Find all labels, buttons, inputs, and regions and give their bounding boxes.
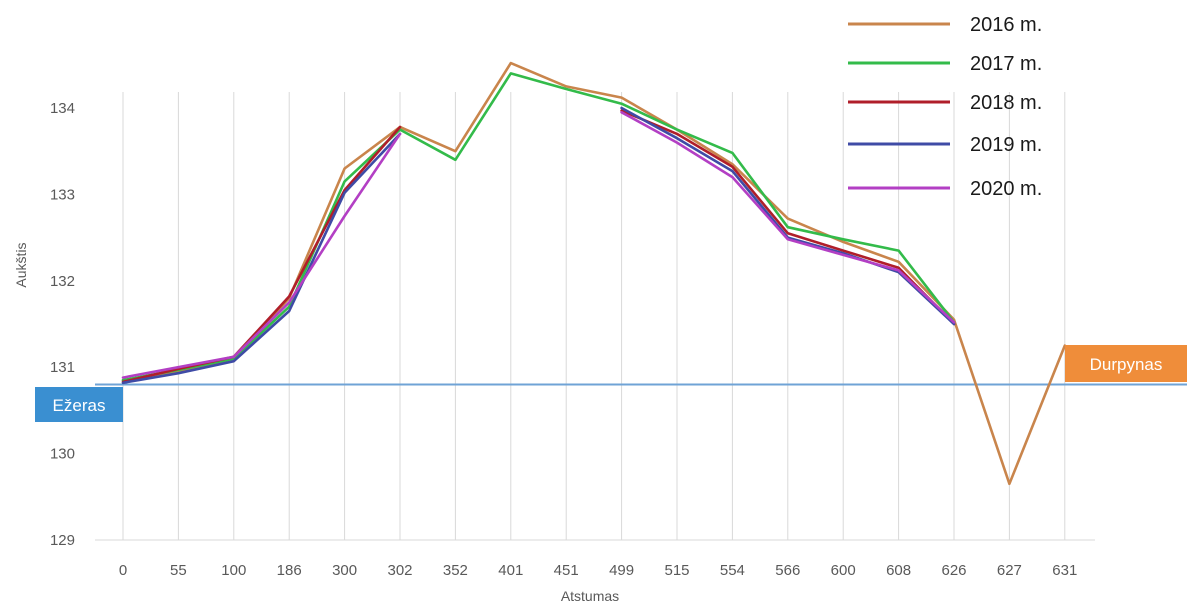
x-tick-label: 499 [609,562,634,579]
lake-tag-label: Ežeras [53,396,106,415]
series-line-2018 [121,109,956,384]
legend-label: 2019 m. [970,134,1042,156]
y-tick-label: 132 [50,273,75,290]
y-tick-label: 134 [50,100,75,117]
x-tick-label: 626 [941,562,966,579]
y-tick-label: 129 [50,532,75,549]
x-tick-label: 55 [170,562,187,579]
peatland-tag-label: Durpynas [1090,355,1163,374]
legend-label: 2020 m. [970,178,1042,200]
x-tick-label: 608 [886,562,911,579]
y-tick-label: 130 [50,446,75,463]
x-tick-label: 186 [277,562,302,579]
legend-label: 2018 m. [970,92,1042,114]
legend: 2016 m. 2017 m. 2018 m. 2019 m. 2020 m. [848,14,1042,200]
y-axis-title: Aukštis [13,242,29,287]
x-tick-label: 100 [221,562,246,579]
series-group [121,61,1067,486]
y-tick-label: 133 [50,186,75,203]
x-tick-label: 352 [443,562,468,579]
x-tick-label: 631 [1052,562,1077,579]
annotations: Ežeras Durpynas [35,345,1187,422]
x-tick-labels: 0 55 100 186 300 302 352 401 451 499 515 554 566 600 6… [119,562,1077,579]
x-tick-label: 0 [119,562,127,579]
x-tick-label: 600 [831,562,856,579]
series-line-2016 [121,61,1067,486]
x-tick-label: 554 [720,562,745,579]
x-tick-label: 627 [997,562,1022,579]
legend-label: 2017 m. [970,53,1042,75]
x-tick-label: 300 [332,562,357,579]
legend-label: 2016 m. [970,14,1042,36]
y-tick-label: 131 [50,359,75,376]
series-line-2020 [121,111,956,379]
peatland-tag [1065,345,1187,382]
lake-tag [35,387,123,422]
series-line-2017 [121,72,956,382]
x-tick-label: 401 [498,562,523,579]
x-tick-label: 302 [387,562,412,579]
x-tick-label: 451 [554,562,579,579]
x-axis-title: Atstumas [561,588,619,604]
x-tick-label: 566 [775,562,800,579]
x-tick-label: 515 [664,562,689,579]
y-tick-labels: 129 130 131 132 133 134 [50,100,75,549]
